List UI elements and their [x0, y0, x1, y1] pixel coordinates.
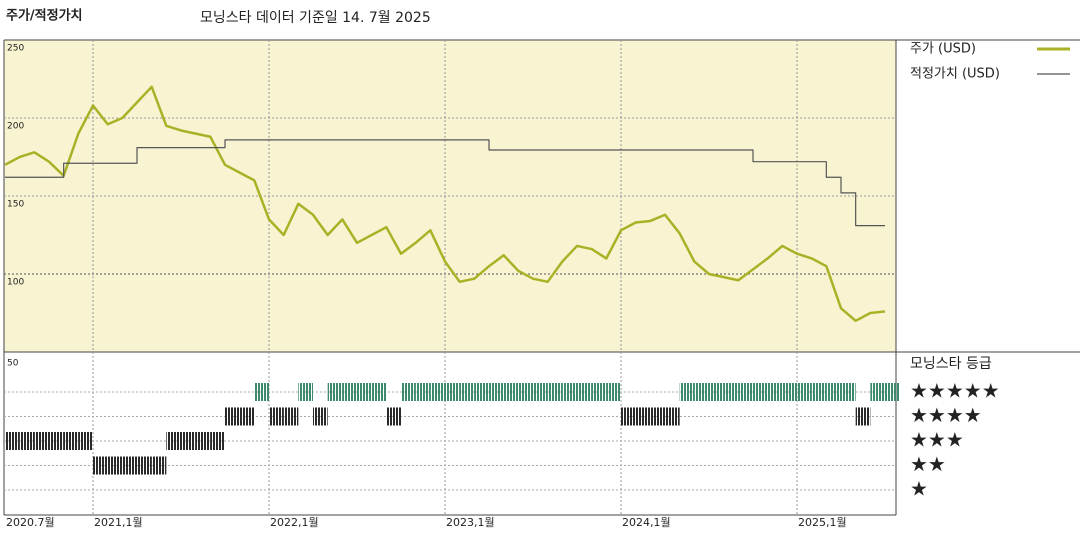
rating-bar	[797, 383, 812, 401]
rating-bar	[430, 383, 445, 401]
rating-bar	[518, 383, 533, 401]
rating-bar	[489, 383, 504, 401]
rating-bar	[738, 383, 753, 401]
rating-bar	[225, 407, 240, 426]
rating-bar	[533, 383, 548, 401]
rating-bar	[679, 383, 695, 401]
y-tick-label: 200	[7, 122, 24, 132]
rating-label: ★	[910, 477, 928, 501]
rating-bar	[49, 432, 64, 450]
rating-bar	[122, 456, 137, 475]
rating-bar	[709, 383, 724, 401]
rating-bar	[621, 407, 636, 426]
rating-bar	[327, 383, 343, 401]
rating-bar	[239, 407, 255, 426]
rating-bar	[635, 407, 651, 426]
rating-bar	[254, 383, 269, 401]
rating-bar	[401, 383, 416, 401]
chart-title: 주가/적정가치	[6, 8, 83, 24]
series-line	[5, 139, 885, 227]
panel-label: 50	[7, 359, 19, 369]
rating-bar	[342, 383, 357, 401]
rating-bar	[577, 383, 592, 401]
rating-bar	[694, 383, 709, 401]
rating-bar	[665, 407, 680, 426]
rating-bar	[503, 383, 519, 401]
rating-bar	[562, 383, 577, 401]
rating-bar	[371, 383, 387, 401]
rating-bar	[855, 407, 871, 426]
y-tick-label: 150	[7, 200, 24, 210]
rating-bar	[885, 383, 900, 401]
rating-bar	[753, 383, 768, 401]
rating-bar	[547, 383, 563, 401]
rating-bar	[415, 383, 431, 401]
rating-bar	[137, 456, 152, 475]
rating-bar	[283, 407, 299, 426]
legend-label: 주가 (USD)	[910, 42, 976, 57]
x-tick-label: 2021,1월	[94, 516, 143, 529]
rating-bar	[826, 383, 841, 401]
rating-bar	[459, 383, 475, 401]
rating-bar	[78, 432, 93, 450]
x-tick-label: 2025,1월	[798, 516, 847, 529]
rating-bar	[151, 456, 167, 475]
rating-bar	[269, 407, 284, 426]
x-tick-label: 2024,1월	[622, 516, 671, 529]
rating-bar	[34, 432, 49, 450]
rating-bar	[210, 432, 225, 450]
x-tick-label: 2023,1월	[446, 516, 495, 529]
rating-bar	[606, 383, 621, 401]
rating-bar	[474, 383, 489, 401]
rating-bar	[313, 407, 328, 426]
rating-bar	[841, 383, 856, 401]
rating-bar	[63, 432, 79, 450]
rating-bar	[445, 383, 460, 401]
rating-label: ★★★	[910, 428, 964, 452]
rating-bar	[650, 407, 665, 426]
rating-bar	[181, 432, 196, 450]
rating-bar	[782, 383, 797, 401]
rating-bar	[19, 432, 35, 450]
rating-label: ★★★★★	[910, 379, 1000, 403]
rating-bar	[591, 383, 607, 401]
legend-label: 적정가치 (USD)	[910, 67, 1000, 82]
rating-bar	[5, 432, 20, 450]
rating-bar	[870, 383, 885, 401]
rating-label: ★★★★	[910, 403, 982, 427]
rating-bar	[195, 432, 211, 450]
rating-bar	[357, 383, 372, 401]
rating-bar	[811, 383, 827, 401]
y-tick-label: 100	[7, 278, 24, 288]
y-tick-label: 250	[7, 44, 24, 54]
rating-bar	[93, 456, 108, 475]
rating-bar	[723, 383, 739, 401]
rating-bar	[166, 432, 181, 450]
chart-subtitle: 모닝스타 데이터 기준일 14. 7월 2025	[200, 10, 431, 26]
rating-bar	[386, 407, 401, 426]
rating-bar	[107, 456, 123, 475]
rating-bar	[298, 383, 313, 401]
rating-label: ★★	[910, 452, 946, 476]
rating-bar	[767, 383, 783, 401]
x-tick-label: 2022,1월	[270, 516, 319, 529]
legend-title: 모닝스타 등급	[910, 356, 992, 372]
series-line	[4, 85, 886, 323]
x-tick-label: 2020.7월	[6, 516, 55, 529]
